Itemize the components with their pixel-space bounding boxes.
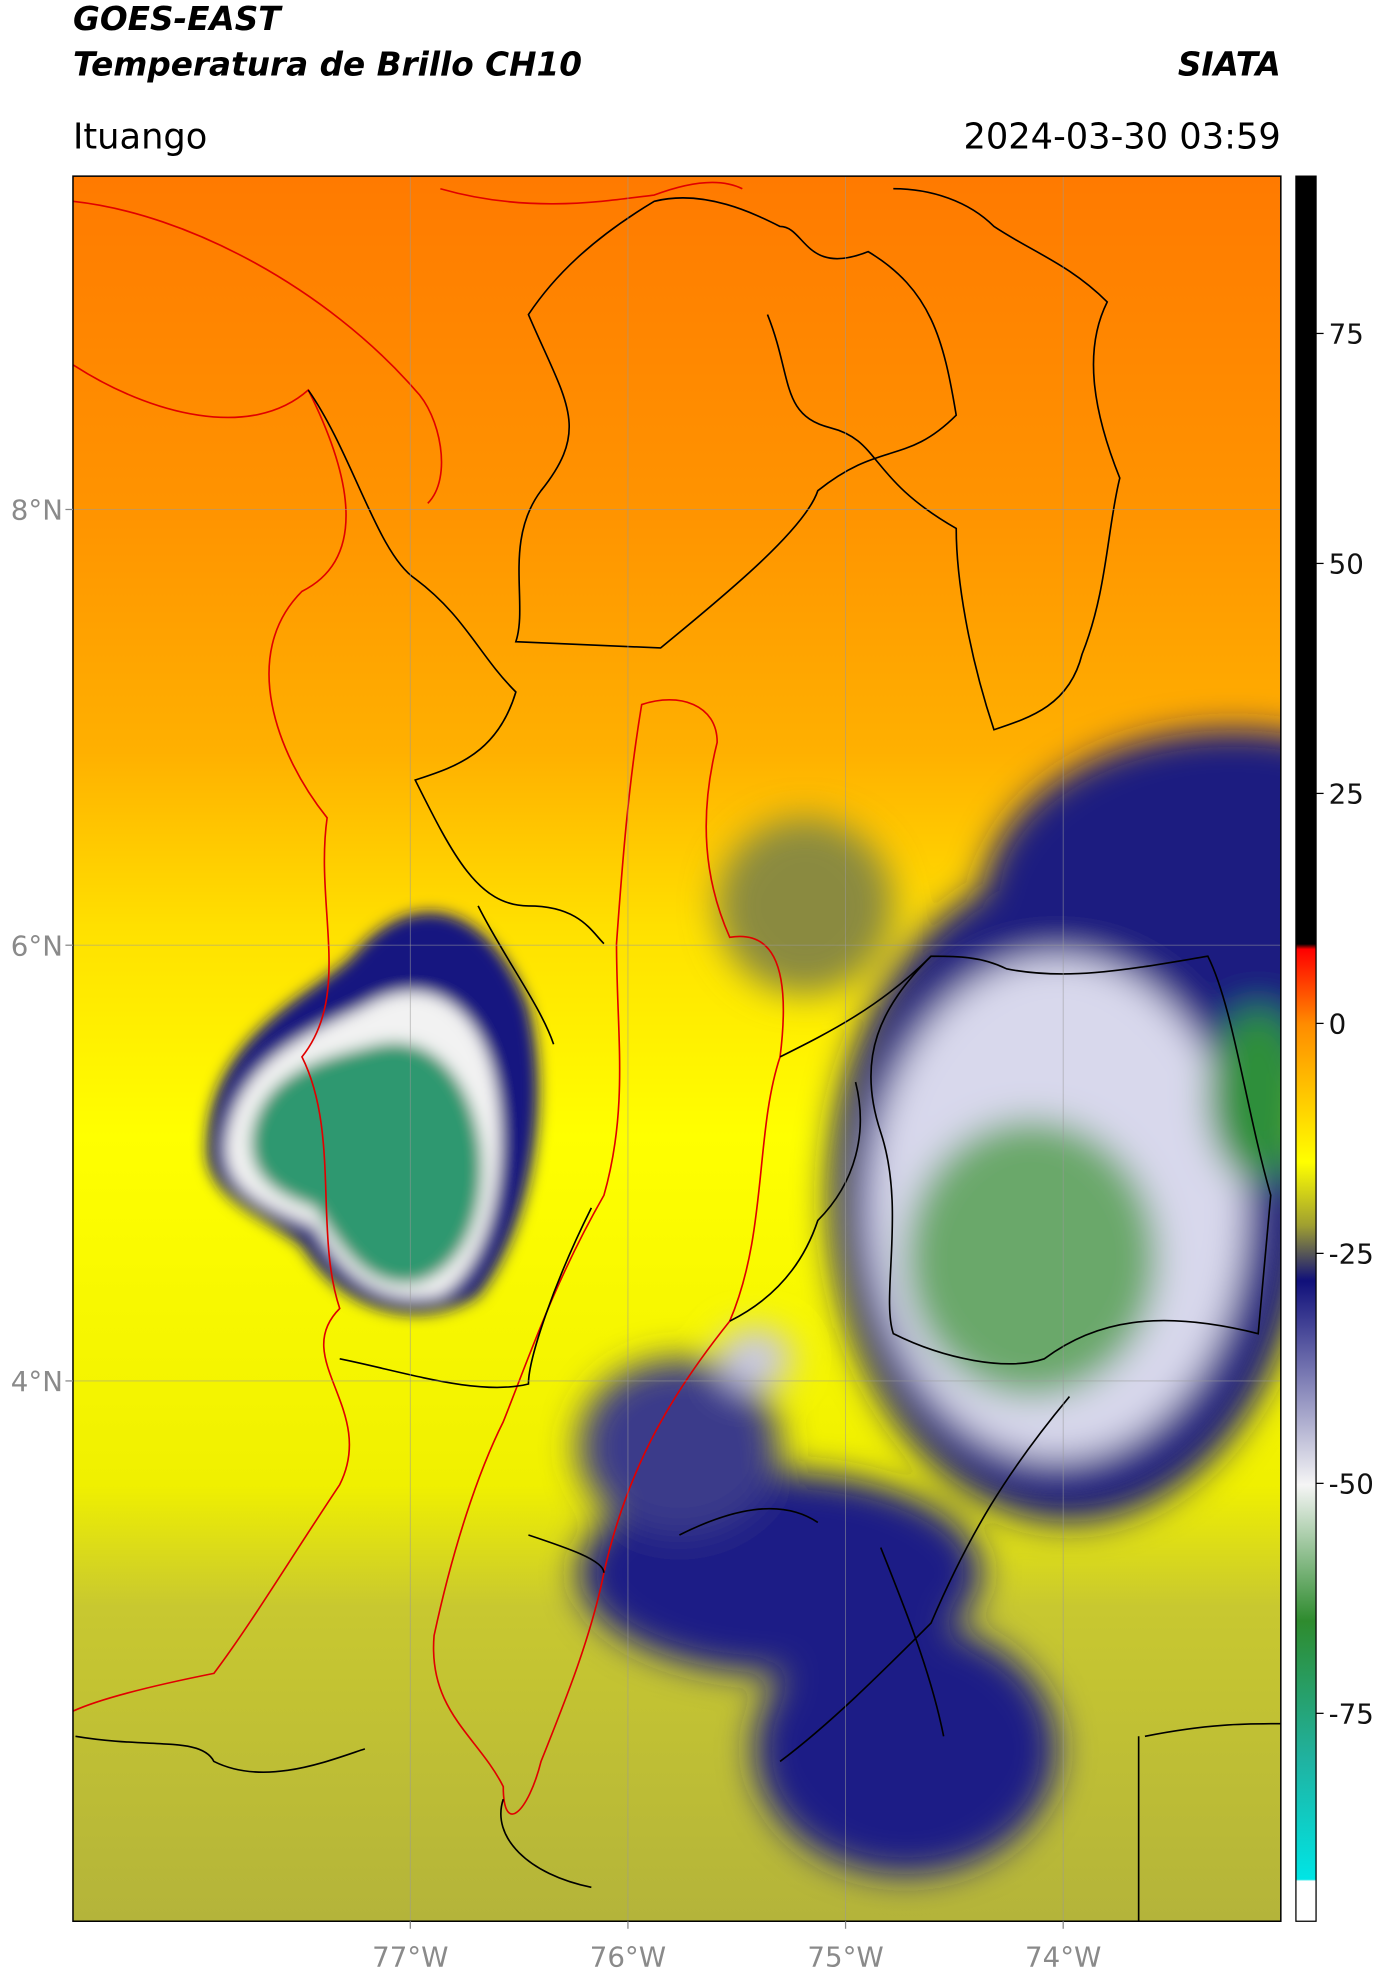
x-tick-label: 76°W (590, 1941, 666, 1974)
location: Ituango (73, 116, 207, 157)
y-tick-label: 6°N (11, 929, 63, 962)
x-tick-label: 75°W (807, 1941, 883, 1974)
datetime: 2024-03-30 03:59 (963, 116, 1280, 157)
y-tick-label: 8°N (11, 494, 63, 527)
coastline (72, 181, 785, 1815)
boundaries (75, 187, 1281, 1922)
colorbar-tick-label: 50 (1329, 547, 1364, 580)
colorbar-tick-label: -75 (1329, 1697, 1374, 1730)
colorbar-tick-label: -25 (1329, 1237, 1374, 1270)
x-tick-label: 74°W (1025, 1941, 1101, 1974)
y-tick-label: 4°N (11, 1365, 63, 1398)
map-image (72, 176, 1281, 1922)
x-tick-label: 77°W (372, 1941, 448, 1974)
subtitle: Temperatura de Brillo CH10 (73, 45, 582, 83)
map-frame (72, 175, 1282, 1922)
source: SIATA (1178, 45, 1281, 83)
colorbar-tick-label: 75 (1329, 318, 1364, 351)
colorbar-tick-label: -50 (1329, 1467, 1374, 1500)
title: GOES-EAST (73, 0, 283, 38)
graticule (72, 176, 1281, 1922)
colorbar (1295, 175, 1317, 1922)
colorbar-tick-label: 25 (1329, 777, 1364, 810)
colorbar-tick-label: 0 (1329, 1007, 1347, 1040)
